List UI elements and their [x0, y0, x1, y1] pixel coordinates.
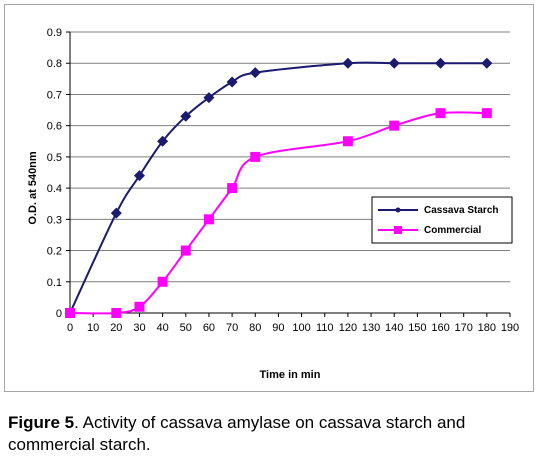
legend-box	[371, 196, 513, 244]
data-point-commercial	[134, 301, 145, 312]
x-tick-label: 110	[316, 322, 334, 334]
data-point-cassava-starch	[180, 110, 192, 122]
x-tick-label: 10	[87, 322, 99, 334]
legend-marker-commercial	[394, 226, 402, 234]
figure-caption: Figure 5. Activity of cassava amylase on…	[8, 412, 528, 456]
y-tick-label: 0.2	[47, 246, 62, 258]
y-tick-label: 0.1	[47, 277, 62, 289]
y-tick-label: 0.4	[47, 183, 62, 195]
data-point-commercial	[389, 120, 400, 131]
legend-label-cassava: Cassava Starch	[424, 205, 499, 216]
x-tick-labels: 0 10 20 30 40 50 60 70 80 90 100 110 120 130 140 150 160…	[67, 322, 519, 334]
y-tick-label: 0.7	[47, 89, 62, 101]
x-tick-label: 120	[339, 322, 357, 334]
data-point-commercial	[203, 214, 214, 225]
data-point-commercial	[180, 245, 191, 256]
caption-text: . Activity of cassava amylase on cassava…	[8, 413, 466, 454]
data-point-commercial	[65, 308, 75, 318]
legend: Cassava Starch Commercial	[371, 196, 513, 244]
caption-label: Figure 5	[8, 413, 75, 432]
data-point-commercial	[250, 151, 261, 162]
data-point-cassava-starch	[249, 67, 261, 79]
x-tick-label: 50	[180, 322, 192, 334]
data-point-commercial	[227, 183, 238, 194]
x-tick-label: 130	[362, 322, 380, 334]
x-tick-label: 150	[408, 322, 426, 334]
data-point-cassava-starch	[110, 207, 122, 219]
data-point-commercial	[481, 108, 492, 119]
legend-marker-cassava	[395, 207, 401, 213]
data-point-cassava-starch	[342, 57, 354, 69]
x-tick-label: 180	[478, 322, 496, 334]
y-tick-labels: 0 0.1 0.2 0.3 0.4 0.5 0.6 0.7 0.8 0.9	[47, 27, 62, 320]
data-point-commercial	[435, 108, 446, 119]
axes	[66, 31, 511, 317]
x-tick-label: 20	[110, 322, 122, 334]
data-point-cassava-starch	[435, 57, 447, 69]
x-tick-label: 40	[157, 322, 169, 334]
x-axis-title: Time in min	[260, 369, 321, 381]
data-point-cassava-starch	[481, 57, 493, 69]
x-tick-label: 190	[501, 322, 519, 334]
y-tick-label: 0.6	[47, 121, 62, 133]
x-tick-label: 140	[385, 322, 403, 334]
line-chart: 0 0.1 0.2 0.3 0.4 0.5 0.6 0.7 0.8 0.9 0 10 20 30 40 50…	[27, 27, 519, 381]
x-tick-label: 0	[67, 322, 73, 334]
x-tick-label: 80	[249, 322, 261, 334]
data-point-commercial	[111, 308, 122, 318]
gridlines	[70, 31, 510, 314]
x-tick-label: 30	[133, 322, 145, 334]
y-tick-label: 0.9	[47, 27, 62, 39]
data-point-cassava-starch	[157, 135, 169, 147]
x-tick-label: 90	[272, 322, 284, 334]
y-axis-title: O.D. at 540nm	[27, 151, 39, 225]
data-point-cassava-starch	[133, 170, 145, 182]
x-tick-label: 100	[292, 322, 310, 334]
legend-label-commercial: Commercial	[424, 225, 481, 236]
y-tick-label: 0.8	[47, 58, 62, 70]
y-tick-label: 0.3	[47, 214, 62, 226]
y-tick-label: 0	[56, 308, 62, 320]
x-tick-label: 170	[455, 322, 473, 334]
x-tick-label: 60	[203, 322, 215, 334]
x-tick-label: 160	[431, 322, 449, 334]
data-point-cassava-starch	[203, 92, 215, 104]
data-point-cassava-starch	[388, 57, 400, 69]
data-point-commercial	[157, 276, 168, 287]
x-tick-label: 70	[226, 322, 238, 334]
series-layer	[64, 57, 493, 319]
y-tick-label: 0.5	[47, 152, 62, 164]
data-point-cassava-starch	[226, 76, 238, 88]
data-point-commercial	[342, 136, 353, 147]
